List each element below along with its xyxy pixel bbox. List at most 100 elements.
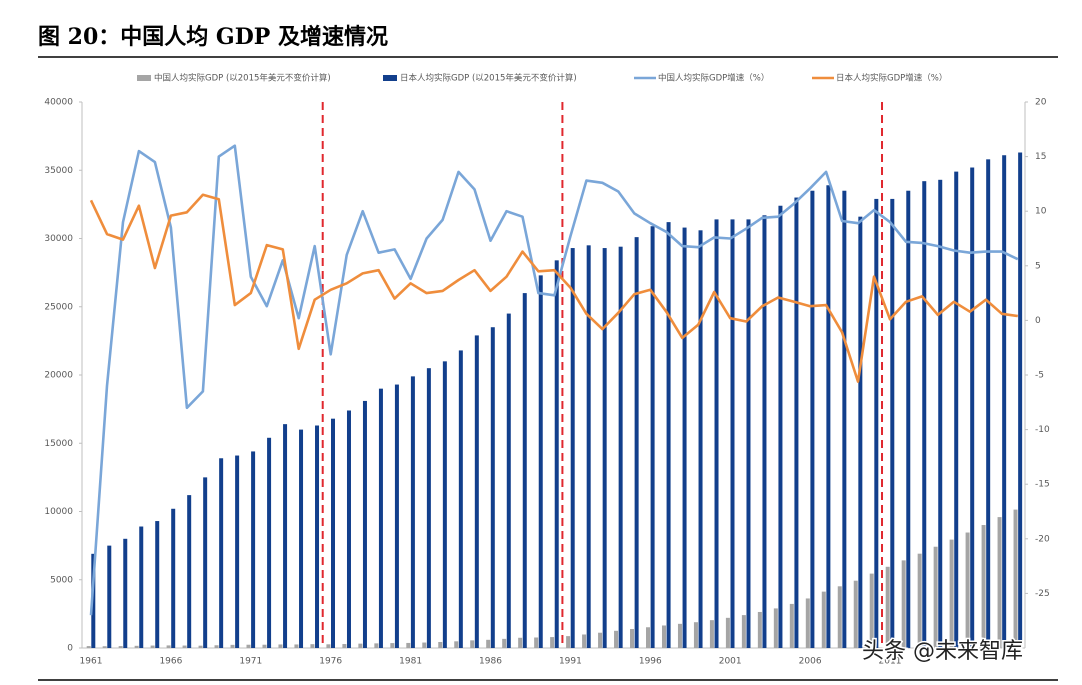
bar	[283, 424, 288, 648]
y2-tick-label: 0	[1035, 316, 1041, 326]
legend-label: 日本人均实际GDP增速（%）	[836, 73, 947, 84]
bar	[826, 185, 831, 648]
bar	[378, 388, 383, 648]
bar	[102, 646, 107, 648]
y2-tick-label: -25	[1035, 589, 1050, 599]
bar	[182, 645, 187, 648]
bar	[342, 644, 347, 648]
bar	[725, 617, 730, 648]
y-tick-label: 35000	[44, 166, 73, 176]
y2-tick-label: 5	[1035, 261, 1041, 271]
bar	[155, 521, 160, 648]
bar	[837, 586, 842, 648]
y2-tick-label: -10	[1035, 425, 1050, 435]
bar	[890, 198, 895, 649]
y2-tick-label: 10	[1035, 207, 1047, 217]
y-tick-label: 15000	[44, 439, 73, 449]
bar	[730, 219, 735, 648]
bar	[522, 293, 527, 648]
bar	[949, 539, 954, 648]
bar	[390, 643, 395, 648]
y-tick-label: 30000	[44, 234, 73, 244]
bar	[458, 350, 463, 648]
y2-tick-label: -15	[1035, 480, 1050, 490]
bar	[166, 645, 171, 648]
bar	[374, 643, 379, 648]
bar	[714, 219, 719, 648]
bar	[618, 246, 623, 648]
bar	[502, 638, 507, 648]
bar	[410, 376, 415, 648]
bar	[794, 197, 799, 649]
bar	[789, 603, 794, 648]
bar	[858, 216, 863, 648]
x-tick-label: 2011	[879, 657, 902, 667]
bar	[554, 260, 559, 648]
y2-tick-label: -5	[1035, 371, 1044, 381]
line	[89, 144, 1019, 616]
bar	[922, 181, 927, 649]
bar	[709, 620, 714, 648]
bar	[698, 230, 703, 648]
bar	[315, 425, 320, 648]
bar	[986, 159, 991, 648]
bar	[246, 644, 251, 648]
bar	[346, 410, 351, 648]
bar	[757, 611, 762, 648]
bar	[518, 637, 523, 648]
legend-label: 中国人均实际GDP (以2015年美元不变价计算)	[154, 73, 331, 84]
bar	[906, 190, 911, 648]
bar	[235, 455, 240, 648]
y-tick-label: 40000	[44, 98, 73, 108]
bar	[134, 645, 139, 648]
x-tick-label: 1991	[559, 657, 582, 667]
bar	[666, 222, 671, 648]
legend-label: 日本人均实际GDP (以2015年美元不变价计算)	[400, 73, 577, 84]
bar	[965, 532, 970, 648]
bar	[139, 526, 144, 648]
bar	[534, 637, 539, 648]
bar	[874, 198, 879, 649]
bar	[171, 508, 176, 648]
bar	[582, 634, 587, 648]
bar	[933, 546, 938, 648]
bar	[821, 591, 826, 648]
bar	[230, 644, 235, 648]
bar	[203, 477, 208, 648]
bar	[598, 632, 603, 648]
bar	[486, 639, 491, 648]
bar	[682, 227, 687, 648]
x-tick-label: 1976	[319, 657, 342, 667]
bar	[869, 573, 874, 648]
x-tick-label: 2006	[799, 657, 822, 667]
bar	[677, 623, 682, 648]
x-tick-label: 1996	[639, 657, 662, 667]
legend-swatch	[383, 75, 397, 81]
y-tick-label: 5000	[50, 575, 73, 585]
bar	[646, 627, 650, 648]
x-tick-label: 2001	[719, 657, 742, 667]
x-tick-label: 1961	[80, 657, 103, 667]
bar	[614, 630, 619, 648]
bar	[262, 644, 267, 648]
bar	[118, 646, 123, 648]
bar	[970, 167, 975, 648]
x-tick-label: 1971	[239, 657, 262, 667]
bar	[550, 637, 555, 648]
bar	[454, 641, 459, 648]
bar	[426, 368, 431, 648]
bar	[490, 327, 495, 648]
chart-title: 图 20：中国人均 GDP 及增速情况	[38, 24, 388, 50]
legend-label: 中国人均实际GDP增速（%）	[658, 73, 769, 84]
watermark: 头条 @未来智库	[862, 639, 1023, 664]
bar	[586, 245, 591, 648]
x-tick-label: 1966	[159, 657, 182, 667]
bar	[362, 400, 367, 648]
bar	[358, 643, 363, 648]
bar	[1013, 509, 1018, 648]
bar	[981, 525, 986, 648]
bar	[917, 553, 922, 648]
bar	[842, 190, 847, 648]
line	[89, 193, 1018, 383]
